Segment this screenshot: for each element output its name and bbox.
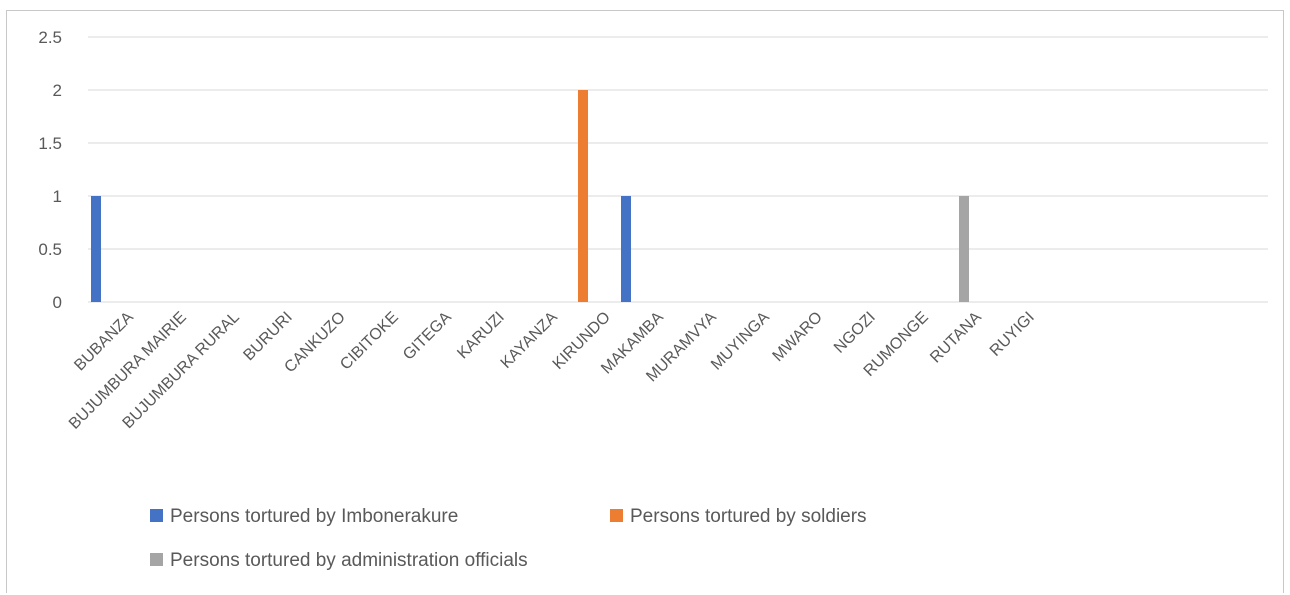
gridlines (88, 36, 1268, 303)
x-category-label: GITEGA (400, 309, 455, 364)
y-tick-label: 1 (53, 187, 62, 206)
legend-label: Persons tortured by Imbonerakure (170, 506, 458, 527)
bar-kirundo-series-1 (578, 90, 588, 302)
legend-label: Persons tortured by soldiers (630, 506, 867, 527)
legend: Persons tortured by Imbonerakure Persons … (150, 506, 867, 571)
legend-swatch (150, 553, 163, 566)
x-category-label: NGOZI (831, 309, 879, 357)
bar-makamba-series-0 (621, 196, 631, 302)
bar-bubanza-series-0 (91, 196, 101, 302)
x-category-label: RUTANA (927, 309, 985, 367)
y-axis-tick-labels: 0 0.5 1 1.5 2 2.5 (38, 28, 62, 312)
x-category-label: MWARO (770, 309, 826, 365)
y-tick-label: 1.5 (38, 134, 62, 153)
x-category-label: CIBITOKE (337, 309, 402, 374)
x-category-label: MUYINGA (708, 309, 773, 374)
y-tick-label: 0.5 (38, 240, 62, 259)
legend-swatch (610, 509, 623, 522)
bar-rutana-series-2 (959, 196, 969, 302)
y-tick-label: 0 (53, 293, 62, 312)
chart-frame (6, 10, 1284, 593)
legend-swatch (150, 509, 163, 522)
legend-label: Persons tortured by administration offic… (170, 550, 528, 571)
x-category-label: BURURI (240, 309, 295, 364)
y-tick-label: 2 (53, 81, 62, 100)
x-category-label: KARUZI (454, 309, 508, 363)
bars (91, 90, 969, 302)
x-category-label: RUYIGI (987, 309, 1038, 360)
y-tick-label: 2.5 (38, 28, 62, 47)
